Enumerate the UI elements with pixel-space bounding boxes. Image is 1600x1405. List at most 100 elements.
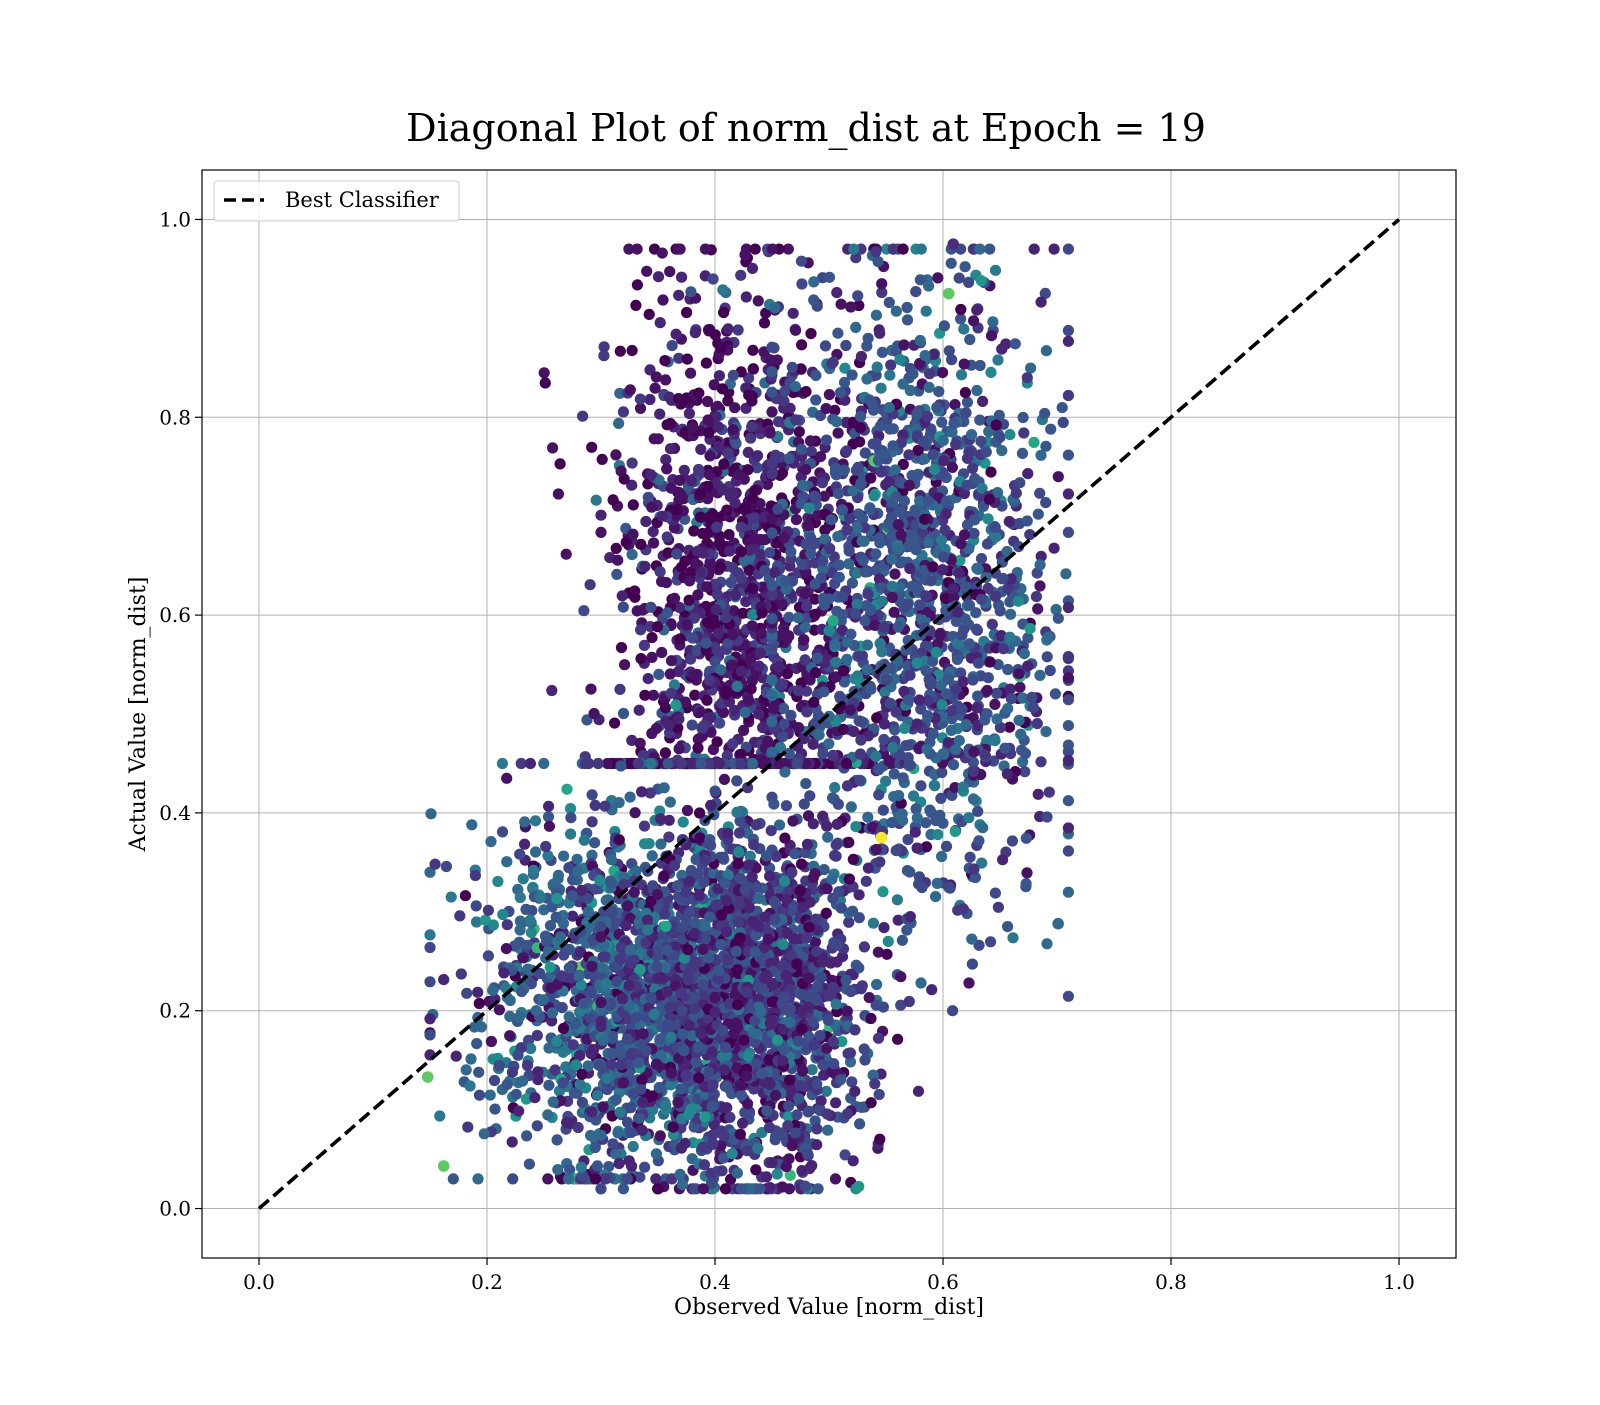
scatter-point xyxy=(454,910,465,921)
scatter-point xyxy=(958,324,969,335)
scatter-point xyxy=(717,284,728,295)
scatter-point xyxy=(1034,488,1045,499)
scatter-point xyxy=(659,782,670,793)
scatter-point xyxy=(886,817,897,828)
scatter-point xyxy=(841,654,852,665)
scatter-point xyxy=(657,511,668,522)
scatter-point xyxy=(628,499,639,510)
scatter-point xyxy=(850,821,861,832)
scatter-point xyxy=(908,790,919,801)
scatter-point xyxy=(875,421,886,432)
scatter-point xyxy=(871,844,882,855)
scatter-point xyxy=(932,272,943,283)
scatter-point xyxy=(874,856,885,867)
scatter-point xyxy=(660,747,671,758)
scatter-point xyxy=(833,428,844,439)
scatter-point xyxy=(643,673,654,684)
scatter-point xyxy=(869,490,880,501)
scatter-point xyxy=(1017,448,1028,459)
scatter-point xyxy=(864,394,875,405)
scatter-point xyxy=(1049,543,1060,554)
scatter-point xyxy=(671,329,682,340)
scatter-point xyxy=(946,354,957,365)
scatter-point xyxy=(848,726,859,737)
chart-title: Diagonal Plot of norm_dist at Epoch = 19 xyxy=(406,106,1206,151)
scatter-point xyxy=(704,469,715,480)
scatter-point xyxy=(824,272,835,283)
scatter-point xyxy=(832,328,843,339)
scatter-point xyxy=(912,718,923,729)
scatter-point xyxy=(626,1048,637,1059)
scatter-point xyxy=(936,851,947,862)
scatter-point xyxy=(847,369,858,380)
scatter-point xyxy=(430,859,441,870)
scatter-point xyxy=(762,736,773,747)
scatter-point xyxy=(905,760,916,771)
scatter-point xyxy=(655,317,666,328)
scatter-point xyxy=(1004,429,1015,440)
scatter-point xyxy=(1040,497,1051,508)
scatter-point xyxy=(838,665,849,676)
scatter-point xyxy=(808,276,819,287)
scatter-point xyxy=(505,995,516,1006)
scatter-point xyxy=(966,429,977,440)
scatter-point xyxy=(991,713,1002,724)
scatter-point xyxy=(528,865,539,876)
scatter-point xyxy=(671,548,682,559)
scatter-point xyxy=(903,694,914,705)
scatter-point xyxy=(967,463,978,474)
scatter-point xyxy=(852,290,863,301)
scatter-point xyxy=(766,674,777,685)
scatter-point xyxy=(708,273,719,284)
scatter-point xyxy=(982,685,993,696)
scatter-point xyxy=(720,612,731,623)
scatter-point xyxy=(1004,632,1015,643)
scatter-point xyxy=(798,635,809,646)
scatter-point xyxy=(460,890,471,901)
scatter-point xyxy=(592,1160,603,1171)
scatter-point xyxy=(1026,692,1037,703)
scatter-point xyxy=(875,638,886,649)
scatter-point xyxy=(794,426,805,437)
scatter-point xyxy=(561,549,572,560)
scatter-point xyxy=(735,270,746,281)
scatter-point xyxy=(594,1060,605,1071)
scatter-point xyxy=(852,599,863,610)
scatter-point xyxy=(635,394,646,405)
scatter-point xyxy=(781,576,792,587)
scatter-point xyxy=(887,742,898,753)
scatter-point xyxy=(891,707,902,718)
scatter-point xyxy=(1063,651,1074,662)
scatter-point xyxy=(1015,729,1026,740)
scatter-point xyxy=(850,322,861,333)
scatter-point xyxy=(874,328,885,339)
scatter-point xyxy=(655,566,666,577)
scatter-point xyxy=(544,821,555,832)
scatter-point xyxy=(577,411,588,422)
scatter-point xyxy=(729,402,740,413)
scatter-point xyxy=(821,403,832,414)
scatter-point xyxy=(941,841,952,852)
scatter-point xyxy=(497,826,508,837)
scatter-point xyxy=(847,906,858,917)
scatter-point xyxy=(545,962,556,973)
scatter-point xyxy=(812,653,823,664)
scatter-point xyxy=(1058,417,1069,428)
scatter-point xyxy=(712,736,723,747)
scatter-point xyxy=(925,575,936,586)
scatter-point xyxy=(727,738,738,749)
scatter-point xyxy=(694,489,705,500)
scatter-point xyxy=(601,1073,612,1084)
scatter-point xyxy=(946,725,957,736)
scatter-point xyxy=(1005,684,1016,695)
scatter-point xyxy=(788,308,799,319)
scatter-point xyxy=(814,729,825,740)
scatter-point xyxy=(846,801,857,812)
scatter-point xyxy=(516,986,527,997)
scatter-point xyxy=(470,870,481,881)
scatter-point xyxy=(850,608,861,619)
scatter-point xyxy=(784,453,795,464)
scatter-point xyxy=(889,724,900,735)
scatter-point xyxy=(854,1118,865,1129)
scatter-point xyxy=(862,640,873,651)
